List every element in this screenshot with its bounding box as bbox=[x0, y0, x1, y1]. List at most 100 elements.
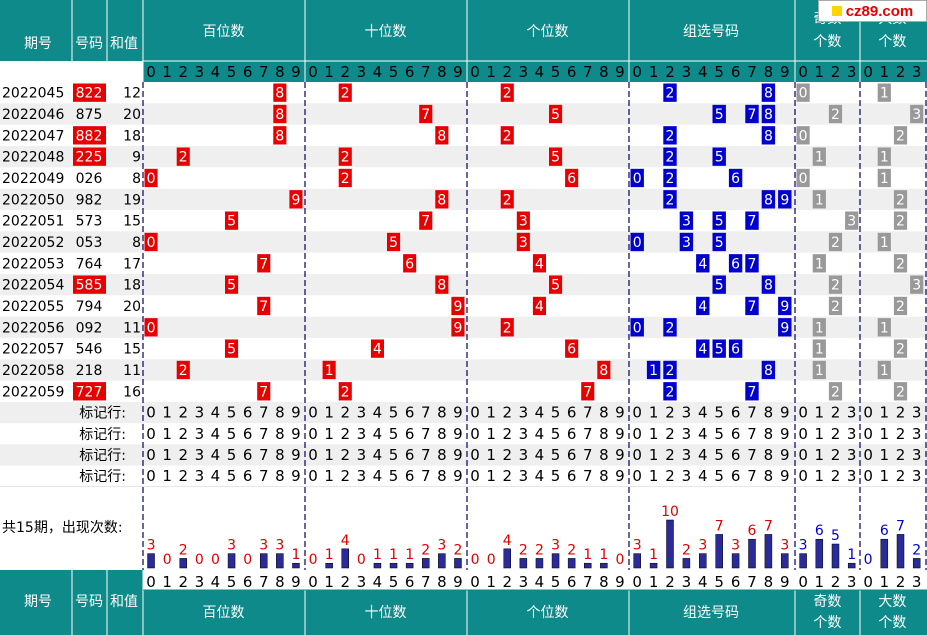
marker-digit-hundreds: 1 bbox=[162, 467, 172, 485]
marker-digit-tens: 3 bbox=[357, 404, 367, 422]
marker-digit-group: 1 bbox=[649, 446, 659, 464]
marker-digit-tens: 1 bbox=[324, 404, 334, 422]
stats-label: 共15期，出现次数: bbox=[2, 520, 123, 536]
count-bar-group bbox=[715, 534, 723, 569]
count-bar-odd bbox=[815, 538, 824, 569]
marker-digit-units: 9 bbox=[615, 446, 625, 464]
hit-digit-hundreds: 0 bbox=[147, 235, 156, 251]
count-cell-big bbox=[877, 360, 891, 380]
count-cell-odd bbox=[812, 360, 826, 380]
count-digit-odd: 0 bbox=[799, 128, 808, 144]
group-digit: 2 bbox=[666, 320, 675, 336]
digit-label-tens: 2 bbox=[340, 63, 350, 81]
marker-digit-units: 0 bbox=[470, 446, 480, 464]
hit-cell-tens bbox=[338, 147, 352, 166]
hit-digit-hundreds: 8 bbox=[275, 86, 284, 102]
count-cell-odd bbox=[812, 339, 826, 358]
footer-digit-label-units: 5 bbox=[551, 573, 561, 591]
group-cell bbox=[745, 211, 759, 230]
header-number: 号码 bbox=[75, 36, 103, 52]
group-cell bbox=[745, 382, 759, 401]
marker-digit-hundreds: 8 bbox=[275, 446, 285, 464]
group-cell bbox=[663, 382, 677, 401]
footer-digit-label-tens: 1 bbox=[324, 573, 334, 591]
footer-digit-label-units: 7 bbox=[583, 573, 593, 591]
marker-digit-odd: 0 bbox=[798, 404, 808, 422]
marker-digit-hundreds: 6 bbox=[243, 467, 253, 485]
marker-digit-group: 4 bbox=[698, 467, 708, 485]
footer-digit-label-big: 3 bbox=[912, 573, 922, 591]
count-cell-big bbox=[893, 126, 908, 145]
marker-digit-tens: 8 bbox=[437, 404, 447, 422]
count-digit-odd: 1 bbox=[815, 363, 824, 379]
marker-digit-hundreds: 5 bbox=[227, 446, 237, 464]
count-label-hundreds: 2 bbox=[179, 542, 188, 558]
count-cell-odd bbox=[828, 104, 843, 124]
group-cell bbox=[728, 254, 743, 273]
hit-digit-tens: 4 bbox=[373, 342, 382, 358]
group-cell bbox=[679, 232, 694, 252]
marker-digit-hundreds: 6 bbox=[243, 425, 253, 443]
marker-digit-tens: 5 bbox=[389, 404, 399, 422]
period-cell: 2022057 bbox=[2, 342, 64, 358]
count-bar-tens bbox=[422, 558, 430, 569]
count-bar-units bbox=[519, 558, 528, 569]
site-badge-text: cz89.com bbox=[845, 2, 914, 20]
count-digit-odd: 2 bbox=[831, 384, 840, 400]
digit-label-units: 4 bbox=[535, 63, 545, 81]
hit-cell-units bbox=[549, 147, 563, 166]
marker-digit-big: 0 bbox=[863, 404, 873, 422]
marker-digit-tens: 7 bbox=[421, 425, 431, 443]
hit-cell-tens bbox=[419, 104, 433, 124]
site-badge[interactable]: cz89.com bbox=[818, 0, 927, 22]
period-cell: 2022055 bbox=[2, 299, 64, 315]
marker-digit-hundreds: 5 bbox=[227, 404, 237, 422]
group-digit: 5 bbox=[715, 235, 724, 251]
count-cell-big bbox=[893, 254, 908, 273]
footer-digit-label-tens: 0 bbox=[308, 573, 318, 591]
marker-digit-tens: 0 bbox=[308, 425, 318, 443]
footer-big-l2: 个数 bbox=[878, 615, 906, 631]
marker-digit-big: 0 bbox=[863, 467, 873, 485]
sum-cell: 18 bbox=[123, 128, 141, 144]
marker-digit-group: 9 bbox=[780, 425, 790, 443]
hit-digit-hundreds: 5 bbox=[227, 278, 236, 294]
marker-digit-hundreds: 2 bbox=[178, 467, 188, 485]
marker-digit-group: 1 bbox=[649, 425, 659, 443]
digit-label-group: 9 bbox=[780, 63, 790, 81]
count-bar-units bbox=[503, 548, 511, 569]
marker-digit-units: 5 bbox=[551, 467, 561, 485]
hit-digit-hundreds: 7 bbox=[259, 299, 268, 315]
sum-cell: 16 bbox=[123, 384, 141, 400]
marker-digit-hundreds: 7 bbox=[259, 404, 269, 422]
count-cell-big bbox=[910, 275, 924, 294]
marker-digit-odd: 1 bbox=[815, 425, 825, 443]
digit-label-big: 2 bbox=[896, 63, 906, 81]
marker-digit-big: 3 bbox=[912, 446, 922, 464]
count-label-group: 3 bbox=[731, 538, 740, 554]
footer-digit-label-hundreds: 1 bbox=[162, 573, 172, 591]
group-digit: 7 bbox=[748, 299, 757, 315]
sum-cell: 20 bbox=[123, 299, 141, 315]
digit-label-hundreds: 1 bbox=[162, 63, 172, 81]
period-cell: 2022053 bbox=[2, 256, 64, 272]
hit-digit-tens: 8 bbox=[437, 128, 446, 144]
count-label-group: 3 bbox=[698, 538, 707, 554]
count-digit-big: 2 bbox=[896, 214, 905, 230]
count-label-units: 0 bbox=[487, 552, 496, 568]
group-cell bbox=[712, 339, 726, 358]
marker-digit-tens: 7 bbox=[421, 446, 431, 464]
group-cell bbox=[712, 104, 726, 124]
group-digit: 3 bbox=[682, 214, 691, 230]
count-digit-odd: 0 bbox=[799, 86, 808, 102]
count-cell-odd bbox=[828, 382, 843, 401]
count-digit-odd: 0 bbox=[799, 171, 808, 187]
digit-label-big: 0 bbox=[863, 63, 873, 81]
count-digit-big: 2 bbox=[896, 384, 905, 400]
marker-digit-odd: 2 bbox=[831, 404, 841, 422]
count-digit-big: 1 bbox=[880, 150, 889, 166]
marker-digit-units: 3 bbox=[519, 467, 529, 485]
digit-label-units: 0 bbox=[470, 63, 480, 81]
row-stripe bbox=[0, 231, 927, 253]
hit-digit-units: 6 bbox=[567, 342, 576, 358]
